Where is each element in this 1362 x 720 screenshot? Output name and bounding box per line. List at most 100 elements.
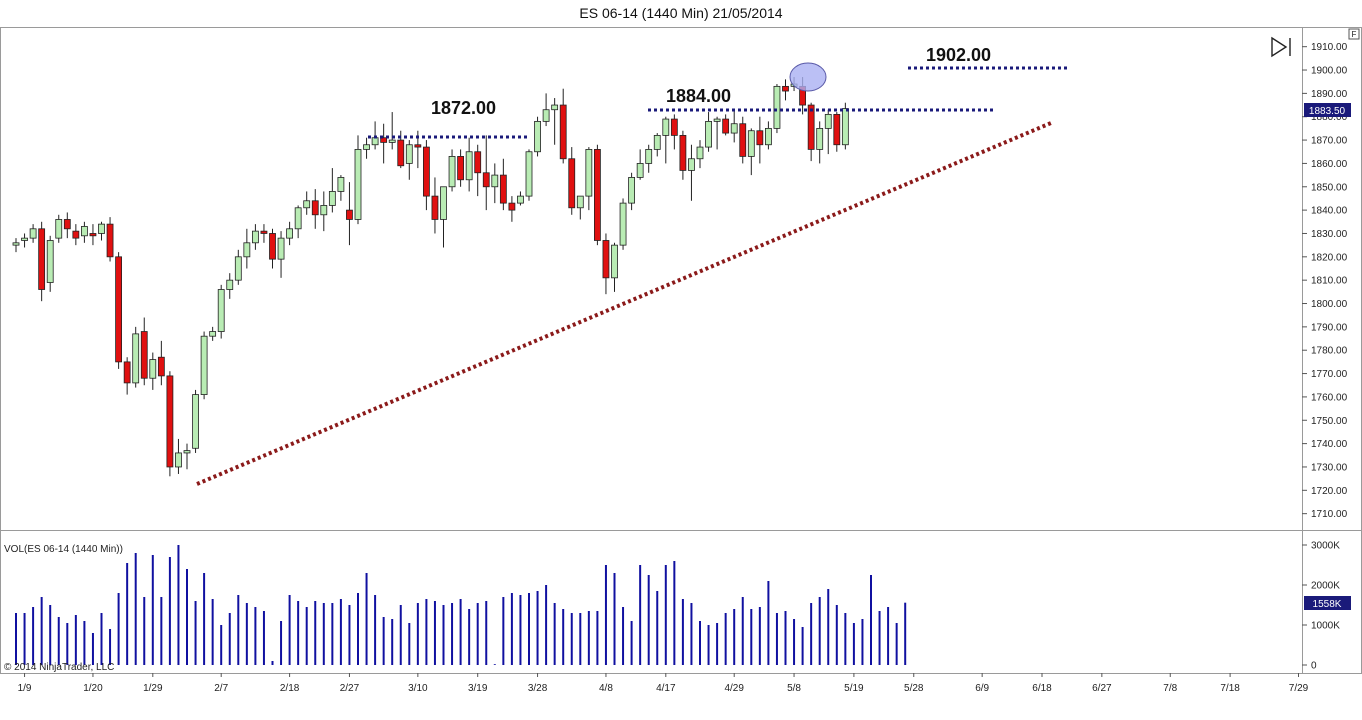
price-tick-label: 1900.00 [1311, 66, 1348, 77]
candle-23 [209, 326, 217, 341]
candle-66 [576, 195, 584, 220]
candle-84 [730, 109, 738, 143]
candle-body [688, 158, 695, 171]
candle-19 [175, 438, 182, 474]
price-tick-label: 1800.00 [1311, 299, 1348, 310]
date-tick-label: 6/18 [1032, 683, 1052, 694]
candle-48 [422, 140, 430, 211]
candle-5 [55, 214, 63, 243]
candle-body [559, 104, 567, 160]
level-label-1902: 1902.00 [926, 45, 991, 65]
price-tick-label: 1910.00 [1311, 42, 1348, 53]
candle-body [551, 104, 559, 111]
candle-body [422, 146, 430, 197]
price-tick-label: 1750.00 [1311, 416, 1348, 427]
copyright-text: © 2014 NinjaTrader, LLC [4, 662, 114, 673]
candle-73 [636, 149, 644, 180]
date-tick-label: 6/9 [975, 683, 989, 694]
candle-37 [328, 168, 336, 213]
candle-69 [602, 233, 610, 295]
candle-body [81, 226, 88, 237]
candle-body [782, 85, 789, 92]
candle-body [277, 237, 285, 260]
chart-title: ES 06-14 (1440 Min) 21/05/2014 [579, 5, 783, 21]
candle-body [98, 223, 105, 234]
level-label-1884: 1884.00 [666, 86, 731, 106]
candle-body [320, 205, 328, 216]
candle-79 [688, 144, 695, 201]
date-tick-label: 4/8 [599, 683, 613, 694]
candle-body [722, 118, 730, 134]
volume-label: VOL(ES 06-14 (1440 Min)) [4, 544, 123, 555]
date-tick-label: 7/29 [1289, 683, 1309, 694]
volume-badge: 1558K [1313, 599, 1342, 610]
candle-34 [303, 191, 311, 215]
candle-body [448, 156, 456, 188]
candle-body [354, 149, 362, 220]
candle-56 [491, 163, 499, 204]
price-badge: 1883.50 [1309, 106, 1346, 117]
candle-77 [670, 114, 678, 150]
candle-81 [705, 112, 712, 152]
candle-8 [81, 221, 88, 243]
corner-marker-box[interactable] [1348, 28, 1360, 40]
date-tick-label: 6/27 [1092, 683, 1112, 694]
candle-body [611, 244, 618, 279]
candle-42 [371, 121, 379, 150]
candle-body [628, 177, 635, 204]
price-axis: 1710.00 1720.00 1730.00 1740.00 1750.00 1760.… [1302, 42, 1348, 520]
candle-body [371, 137, 379, 146]
volume-tick-label: 1000K [1311, 621, 1340, 632]
candle-body [739, 123, 747, 157]
candle-52 [457, 149, 465, 187]
candle-24 [217, 284, 225, 339]
candle-body [747, 130, 755, 157]
candle-41 [363, 137, 370, 159]
volume-tick-label: 3000K [1311, 541, 1340, 552]
candle-body [636, 163, 644, 178]
candle-22 [200, 331, 208, 400]
candle-body [773, 85, 781, 129]
candle-body [311, 200, 319, 216]
price-tick-label: 1870.00 [1311, 136, 1348, 147]
candle-90 [782, 79, 789, 101]
candle-body [89, 233, 97, 237]
candle-body [388, 139, 396, 143]
candle-80 [696, 140, 704, 169]
candle-body [157, 356, 165, 377]
candle-61 [534, 116, 541, 157]
candle-35 [311, 189, 319, 229]
candle-67 [585, 147, 593, 211]
candle-10 [98, 221, 105, 241]
candle-body [123, 361, 131, 384]
candle-31 [277, 231, 285, 278]
price-tick-label: 1880.00 [1311, 112, 1348, 123]
candle-body [63, 219, 71, 230]
candle-body [645, 149, 653, 164]
candle-body [346, 209, 353, 220]
candle-14 [132, 326, 140, 388]
candle-97 [841, 102, 849, 150]
candle-body [602, 240, 610, 279]
candle-body [303, 200, 311, 209]
candle-62 [542, 93, 550, 127]
candle-88 [765, 121, 772, 150]
price-tick-label: 1740.00 [1311, 439, 1348, 450]
candle-body [508, 202, 516, 211]
trendline [196, 121, 1052, 486]
candle-33 [294, 205, 302, 239]
candle-1 [21, 233, 28, 248]
play-icon[interactable] [1271, 36, 1291, 58]
candle-body [234, 256, 242, 281]
candle-body [576, 195, 584, 209]
candle-72 [628, 172, 635, 211]
candle-11 [106, 217, 114, 262]
price-tick-label: 1770.00 [1311, 369, 1348, 380]
price-tick-label: 1710.00 [1311, 509, 1348, 520]
candle-6 [63, 212, 71, 239]
candle-body [756, 130, 764, 146]
candle-13 [123, 357, 131, 395]
candle-body [166, 375, 174, 468]
date-tick-label: 1/20 [83, 683, 103, 694]
